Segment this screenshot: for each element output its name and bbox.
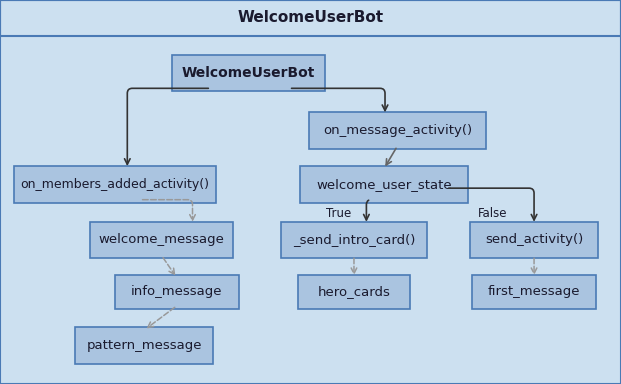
- Text: on_members_added_activity(): on_members_added_activity(): [20, 178, 209, 191]
- Text: welcome_message: welcome_message: [99, 233, 224, 247]
- FancyBboxPatch shape: [309, 112, 486, 149]
- Text: pattern_message: pattern_message: [86, 339, 202, 352]
- FancyBboxPatch shape: [14, 166, 216, 203]
- FancyBboxPatch shape: [114, 275, 239, 309]
- FancyBboxPatch shape: [299, 166, 468, 203]
- Text: WelcomeUserBot: WelcomeUserBot: [237, 10, 384, 25]
- Text: first_message: first_message: [488, 285, 580, 298]
- Text: hero_cards: hero_cards: [317, 285, 391, 298]
- Text: info_message: info_message: [131, 285, 223, 298]
- FancyBboxPatch shape: [470, 222, 598, 258]
- FancyBboxPatch shape: [172, 55, 325, 91]
- FancyBboxPatch shape: [76, 327, 212, 364]
- Text: False: False: [478, 207, 507, 220]
- FancyBboxPatch shape: [297, 275, 410, 309]
- Text: on_message_activity(): on_message_activity(): [323, 124, 472, 137]
- FancyBboxPatch shape: [472, 275, 596, 309]
- Text: WelcomeUserBot: WelcomeUserBot: [182, 66, 315, 80]
- FancyBboxPatch shape: [90, 222, 233, 258]
- FancyBboxPatch shape: [0, 0, 621, 36]
- Text: send_activity(): send_activity(): [485, 233, 583, 247]
- FancyBboxPatch shape: [281, 222, 427, 258]
- Text: welcome_user_state: welcome_user_state: [316, 178, 451, 191]
- Text: True: True: [326, 207, 351, 220]
- Text: _send_intro_card(): _send_intro_card(): [292, 233, 415, 247]
